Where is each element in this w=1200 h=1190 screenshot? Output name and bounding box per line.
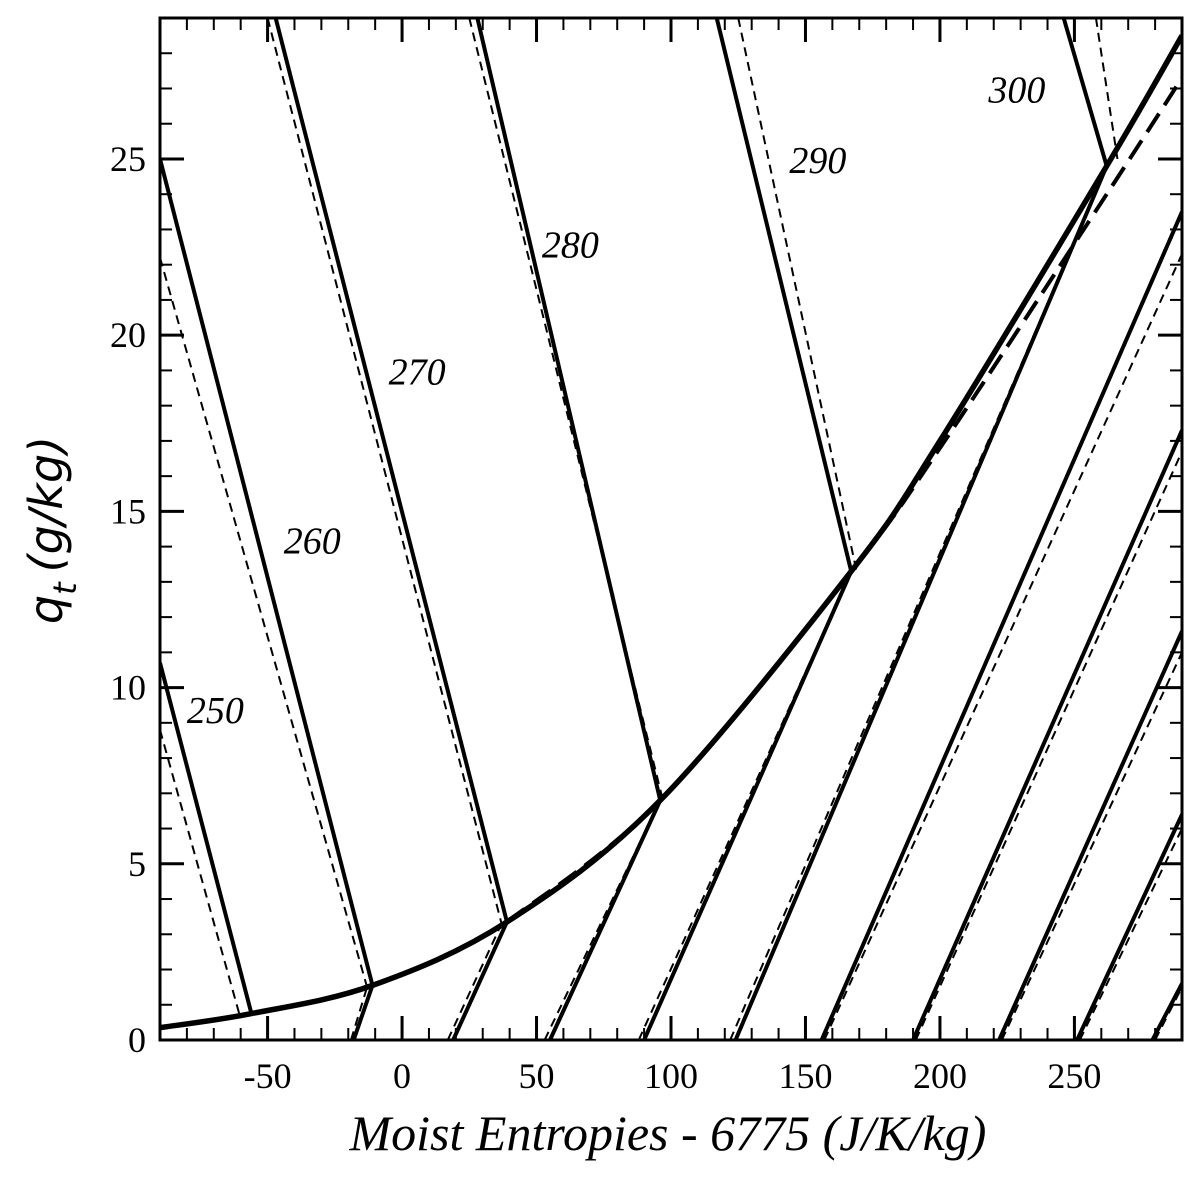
y-tick-label: 5 [128, 844, 146, 884]
saturation-curve [160, 34, 1182, 1031]
isotherm-270-dashed [266, 18, 503, 924]
lower-line-4-dashed [729, 165, 1108, 1040]
isotherm-280-solid [475, 18, 663, 801]
lower-line-1-dashed [446, 923, 503, 1040]
x-axis-title: Moist Entropies - 6775 (J/K/kg) [349, 1105, 987, 1161]
isotherm-250-dashed [160, 729, 242, 1020]
isotherm-label-250: 250 [187, 690, 244, 732]
isotherm-label-280: 280 [542, 225, 599, 267]
lower-line-5-dashed [823, 253, 1182, 1040]
isotherm-labels: 250 260 270 280 290 300 [187, 70, 1045, 732]
lower-line-1-solid [451, 921, 509, 1040]
svg-text:qt(g/kg): qt (g/kg) [19, 436, 84, 624]
isotherm-300-solid [1061, 18, 1109, 167]
isotherm-290-dashed [737, 18, 858, 572]
y-axis-title-unit: (g/kg) [19, 436, 73, 572]
isotherm-label-260: 260 [284, 521, 341, 563]
x-tick-label: 200 [913, 1056, 967, 1096]
y-axis-title: qt (g/kg) [19, 436, 84, 624]
x-tick-label: 250 [1047, 1056, 1101, 1096]
tick-labels: -50 0 50 100 150 200 250 0 5 10 15 20 25 [110, 139, 1101, 1096]
isotherm-label-270: 270 [389, 352, 446, 394]
lower-line-2-solid [548, 799, 663, 1040]
isotherm-label-290: 290 [789, 140, 846, 182]
lower-line-7-solid [997, 630, 1182, 1040]
isotherm-290-solid [714, 18, 854, 572]
y-tick-label: 15 [110, 491, 146, 531]
y-tick-label: 25 [110, 139, 146, 179]
lower-line-5-solid [819, 211, 1182, 1040]
lower-line-8-dashed [1078, 828, 1182, 1040]
y-axis-title-main: q [19, 595, 73, 624]
isotherm-270-solid [273, 18, 509, 923]
lower-line-9-solid [1150, 982, 1182, 1040]
lower-line-0-solid [351, 984, 375, 1040]
x-tick-label: 150 [778, 1056, 832, 1096]
lower-line-6-dashed [914, 451, 1182, 1040]
axis-ticks [159, 17, 1183, 1042]
y-tick-label: 20 [110, 315, 146, 355]
isotherm-label-300: 300 [987, 70, 1045, 112]
lower-line-7-dashed [1000, 651, 1182, 1040]
x-tick-label: 50 [519, 1056, 555, 1096]
isotherm-250-solid [160, 662, 254, 1015]
x-tick-label: 100 [644, 1056, 698, 1096]
lower-line-4-solid [733, 165, 1109, 1040]
lower-line-0-dashed [349, 986, 369, 1040]
y-tick-label: 10 [110, 668, 146, 708]
lower-line-6-solid [911, 429, 1182, 1040]
y-axis-title-sub: t [46, 581, 84, 595]
x-tick-label: 0 [393, 1056, 411, 1096]
isotherm-260-dashed [160, 257, 369, 988]
isotherm-260-solid [160, 158, 375, 986]
y-tick-label: 0 [128, 1020, 146, 1060]
lower-line-3-solid [642, 570, 854, 1040]
lower-line-8-solid [1075, 813, 1182, 1040]
isotherm-lines [160, 18, 1182, 1040]
saturation-curves [160, 34, 1182, 1031]
x-tick-label: -50 [244, 1056, 292, 1096]
isotherm-300-dashed [1094, 18, 1119, 160]
